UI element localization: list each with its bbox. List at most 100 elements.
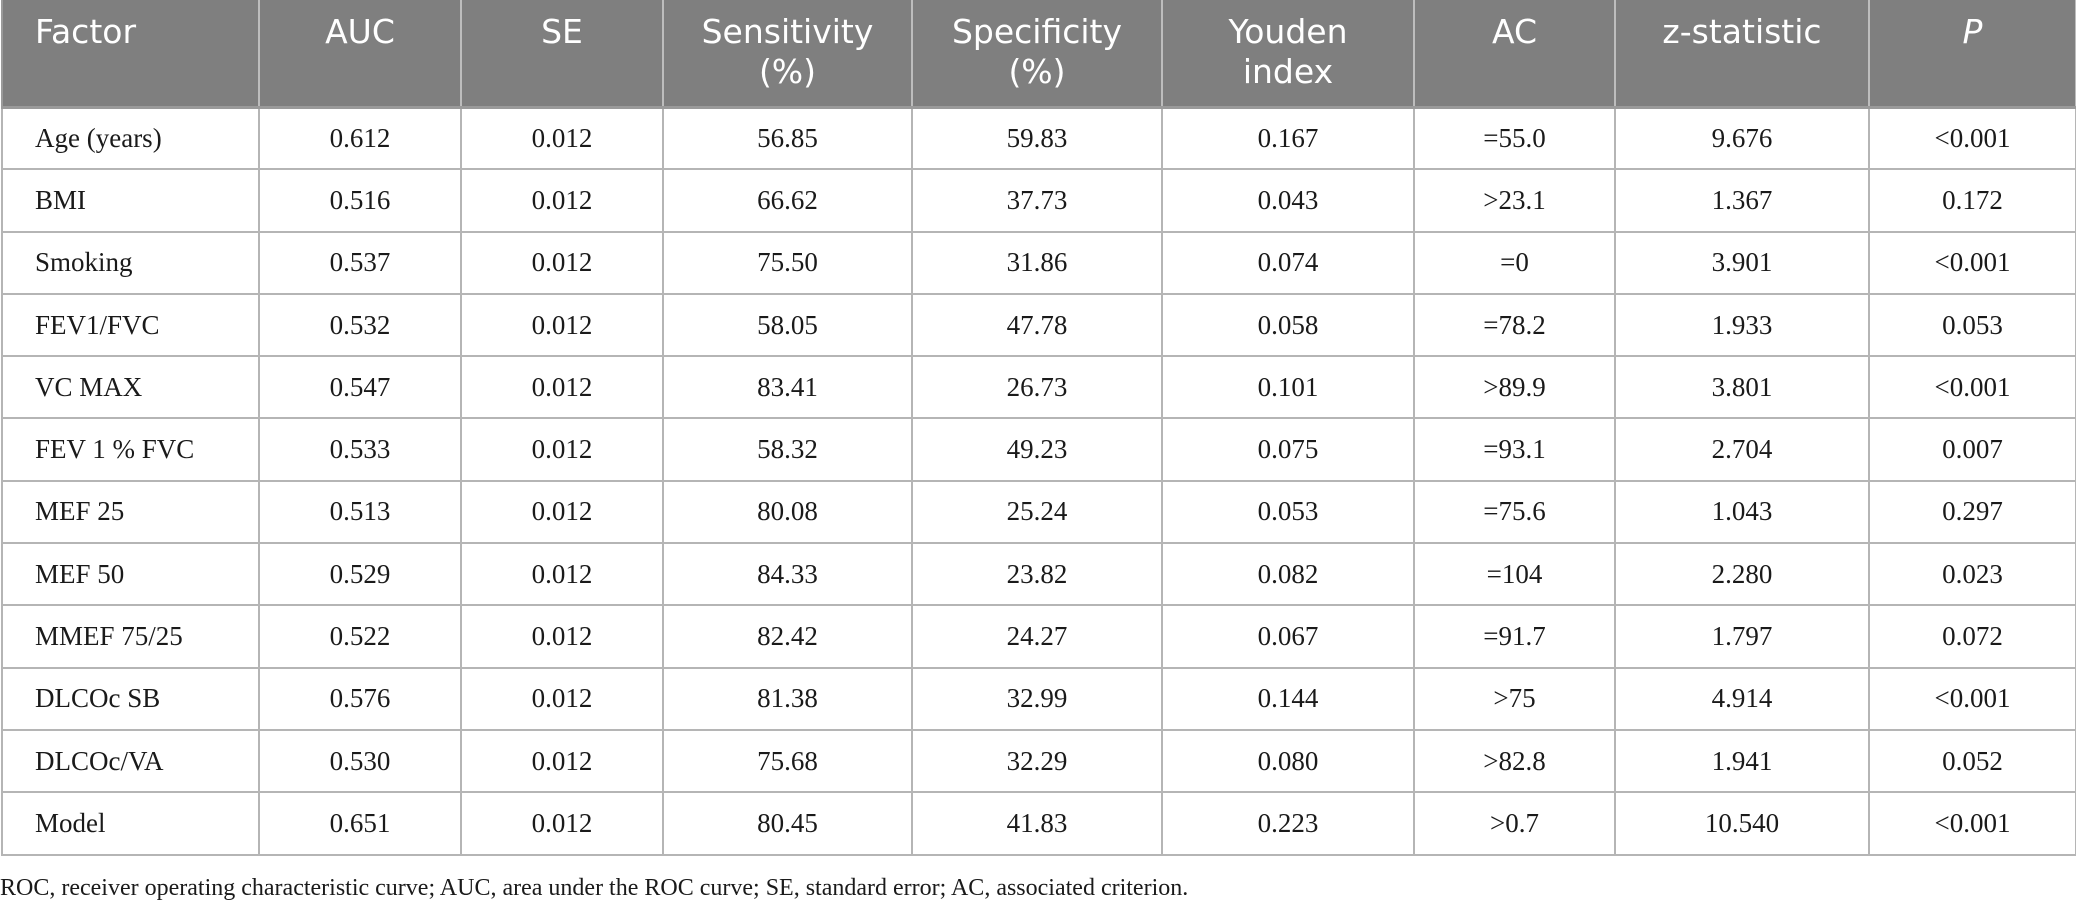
cell-p: 0.052 bbox=[1868, 728, 2076, 794]
cell-factor: FEV1/FVC bbox=[1, 292, 260, 358]
cell-se: 0.012 bbox=[460, 542, 664, 607]
cell-auc: 0.529 bbox=[258, 542, 462, 607]
header-p: P bbox=[1868, 0, 2076, 109]
cell-se: 0.012 bbox=[460, 666, 664, 731]
cell-factor: MEF 50 bbox=[1, 542, 260, 607]
cell-youden-index: 0.080 bbox=[1161, 728, 1415, 794]
cell-youden-index: 0.067 bbox=[1161, 604, 1415, 669]
cell-z-statistic: 1.933 bbox=[1614, 292, 1870, 358]
cell-specificity: 32.29 bbox=[911, 728, 1163, 794]
cell-z-statistic: 2.704 bbox=[1614, 417, 1870, 482]
cell-factor: FEV 1 % FVC bbox=[1, 417, 260, 482]
cell-sensitivity: 75.50 bbox=[662, 230, 913, 295]
cell-auc: 0.576 bbox=[258, 666, 462, 731]
cell-p: 0.023 bbox=[1868, 542, 2076, 607]
cell-se: 0.012 bbox=[460, 292, 664, 358]
cell-auc: 0.516 bbox=[258, 168, 462, 233]
cell-auc: 0.612 bbox=[258, 105, 462, 171]
table-row: DLCOc/VA 0.530 0.012 75.68 32.29 0.080 >82.8 1.… bbox=[1, 728, 2076, 794]
header-se: SE bbox=[460, 0, 664, 109]
header-factor: Factor bbox=[1, 0, 260, 109]
cell-factor: Smoking bbox=[1, 230, 260, 295]
cell-p: <0.001 bbox=[1868, 666, 2076, 731]
header-z-statistic: z-statistic bbox=[1614, 0, 1870, 109]
cell-specificity: 32.99 bbox=[911, 666, 1163, 731]
cell-ac: =93.1 bbox=[1413, 417, 1616, 482]
cell-se: 0.012 bbox=[460, 479, 664, 545]
cell-youden-index: 0.043 bbox=[1161, 168, 1415, 233]
cell-youden-index: 0.223 bbox=[1161, 791, 1415, 856]
cell-youden-index: 0.144 bbox=[1161, 666, 1415, 731]
cell-youden-index: 0.058 bbox=[1161, 292, 1415, 358]
cell-factor: BMI bbox=[1, 168, 260, 233]
cell-specificity: 49.23 bbox=[911, 417, 1163, 482]
cell-auc: 0.522 bbox=[258, 604, 462, 669]
cell-youden-index: 0.075 bbox=[1161, 417, 1415, 482]
cell-ac: =91.7 bbox=[1413, 604, 1616, 669]
cell-auc: 0.530 bbox=[258, 728, 462, 794]
table-row: FEV1/FVC 0.532 0.012 58.05 47.78 0.058 =78.2 1.… bbox=[1, 292, 2076, 358]
cell-ac: =104 bbox=[1413, 542, 1616, 607]
cell-auc: 0.547 bbox=[258, 355, 462, 420]
cell-p: 0.297 bbox=[1868, 479, 2076, 545]
table-row: Age (years) 0.612 0.012 56.85 59.83 0.167 =55.… bbox=[1, 105, 2076, 171]
table-body: Age (years) 0.612 0.012 56.85 59.83 0.167 =55.… bbox=[1, 105, 2076, 856]
cell-p: <0.001 bbox=[1868, 355, 2076, 420]
cell-factor: MEF 25 bbox=[1, 479, 260, 545]
cell-z-statistic: 1.941 bbox=[1614, 728, 1870, 794]
cell-specificity: 26.73 bbox=[911, 355, 1163, 420]
cell-factor: VC MAX bbox=[1, 355, 260, 420]
cell-p: 0.072 bbox=[1868, 604, 2076, 669]
cell-youden-index: 0.053 bbox=[1161, 479, 1415, 545]
cell-ac: >23.1 bbox=[1413, 168, 1616, 233]
cell-specificity: 24.27 bbox=[911, 604, 1163, 669]
cell-sensitivity: 56.85 bbox=[662, 105, 913, 171]
table-row: Model 0.651 0.012 80.45 41.83 0.223 >0.7 10.540… bbox=[1, 791, 2076, 856]
cell-auc: 0.532 bbox=[258, 292, 462, 358]
cell-sensitivity: 58.32 bbox=[662, 417, 913, 482]
cell-se: 0.012 bbox=[460, 105, 664, 171]
cell-z-statistic: 3.901 bbox=[1614, 230, 1870, 295]
cell-auc: 0.513 bbox=[258, 479, 462, 545]
cell-p: 0.053 bbox=[1868, 292, 2076, 358]
header-auc: AUC bbox=[258, 0, 462, 109]
cell-p: <0.001 bbox=[1868, 105, 2076, 171]
cell-ac: >0.7 bbox=[1413, 791, 1616, 856]
cell-ac: >75 bbox=[1413, 666, 1616, 731]
roc-results-table: Factor AUC SE Sensitivity (%) Specificity… bbox=[1, 0, 2076, 856]
cell-specificity: 23.82 bbox=[911, 542, 1163, 607]
header-youden-index: Youden index bbox=[1161, 0, 1415, 109]
cell-sensitivity: 80.08 bbox=[662, 479, 913, 545]
table-row: MEF 50 0.529 0.012 84.33 23.82 0.082 =104 2.280… bbox=[1, 542, 2076, 607]
cell-specificity: 59.83 bbox=[911, 105, 1163, 171]
cell-specificity: 41.83 bbox=[911, 791, 1163, 856]
cell-z-statistic: 1.043 bbox=[1614, 479, 1870, 545]
cell-sensitivity: 66.62 bbox=[662, 168, 913, 233]
cell-sensitivity: 58.05 bbox=[662, 292, 913, 358]
cell-youden-index: 0.082 bbox=[1161, 542, 1415, 607]
table-row: DLCOc SB 0.576 0.012 81.38 32.99 0.144 >75 4.91… bbox=[1, 666, 2076, 731]
cell-ac: >89.9 bbox=[1413, 355, 1616, 420]
cell-sensitivity: 84.33 bbox=[662, 542, 913, 607]
cell-auc: 0.651 bbox=[258, 791, 462, 856]
cell-z-statistic: 3.801 bbox=[1614, 355, 1870, 420]
cell-factor: MMEF 75/25 bbox=[1, 604, 260, 669]
header-specificity: Specificity (%) bbox=[911, 0, 1163, 109]
cell-specificity: 47.78 bbox=[911, 292, 1163, 358]
cell-se: 0.012 bbox=[460, 604, 664, 669]
cell-z-statistic: 2.280 bbox=[1614, 542, 1870, 607]
cell-sensitivity: 80.45 bbox=[662, 791, 913, 856]
cell-se: 0.012 bbox=[460, 728, 664, 794]
cell-z-statistic: 10.540 bbox=[1614, 791, 1870, 856]
cell-factor: DLCOc/VA bbox=[1, 728, 260, 794]
cell-specificity: 31.86 bbox=[911, 230, 1163, 295]
table-row: MEF 25 0.513 0.012 80.08 25.24 0.053 =75.6 1.04… bbox=[1, 479, 2076, 545]
cell-p: 0.172 bbox=[1868, 168, 2076, 233]
cell-sensitivity: 75.68 bbox=[662, 728, 913, 794]
cell-z-statistic: 1.797 bbox=[1614, 604, 1870, 669]
cell-youden-index: 0.101 bbox=[1161, 355, 1415, 420]
cell-z-statistic: 1.367 bbox=[1614, 168, 1870, 233]
cell-sensitivity: 82.42 bbox=[662, 604, 913, 669]
cell-factor: Model bbox=[1, 791, 260, 856]
